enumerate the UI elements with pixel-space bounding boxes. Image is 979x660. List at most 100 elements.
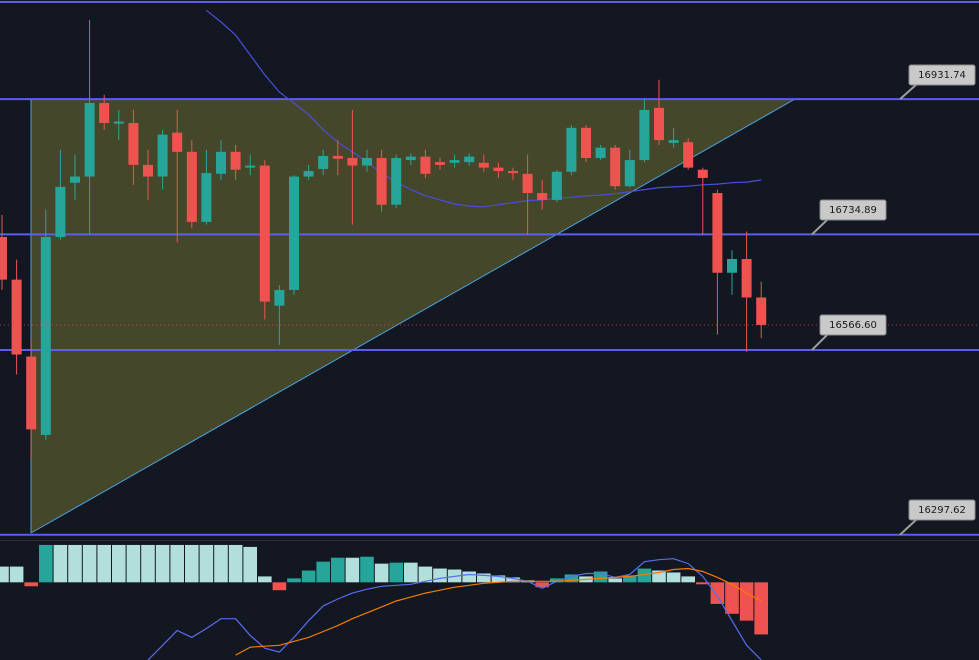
candle-body: [420, 156, 431, 174]
candle-body: [610, 147, 621, 187]
candle-body: [11, 279, 22, 355]
histogram-bar: [39, 544, 53, 583]
histogram-bar: [82, 544, 97, 583]
callout-pointer: [811, 333, 829, 351]
candle-body: [186, 151, 197, 222]
histogram-bar: [126, 544, 141, 583]
histogram-bar: [68, 544, 82, 583]
histogram-bar: [652, 570, 666, 583]
histogram-bar: [141, 544, 155, 583]
candle-body: [537, 193, 548, 200]
histogram-bar: [506, 577, 520, 583]
histogram-bar: [316, 561, 330, 583]
histogram-bar: [491, 575, 506, 583]
candle-body: [639, 109, 650, 161]
candle-body: [435, 162, 445, 165]
callout-pointer: [899, 518, 918, 536]
candle-body: [157, 134, 168, 177]
histogram-bar: [0, 566, 9, 583]
candle-body: [581, 127, 591, 159]
candle-body: [259, 165, 270, 302]
moving-average: [206, 9, 762, 208]
histogram-bar: [637, 568, 652, 583]
candle-body: [26, 356, 37, 430]
histogram-bar: [404, 562, 418, 583]
histogram-bar: [623, 575, 637, 583]
candle-body: [84, 103, 95, 177]
callout-pointer: [811, 218, 829, 236]
histogram-bar: [97, 544, 111, 583]
histogram-bar: [331, 557, 345, 583]
level-label: 16566.60: [829, 320, 877, 331]
histogram-bar: [477, 573, 491, 583]
candle-body: [464, 156, 475, 163]
histogram-bar: [170, 544, 184, 583]
histogram-bar: [389, 562, 403, 583]
candle-body: [318, 155, 329, 170]
candle-body: [727, 259, 737, 273]
candle-body: [128, 122, 139, 165]
histogram-bar: [725, 582, 739, 614]
histogram-bar: [199, 544, 214, 583]
candle-body: [245, 165, 256, 168]
candle-body: [303, 171, 314, 177]
candle-body: [376, 158, 387, 205]
histogram-bar: [681, 576, 695, 583]
callout-box: [819, 199, 887, 221]
candle-body: [201, 173, 212, 222]
histogram-bar: [696, 582, 710, 585]
histogram-bar: [112, 544, 126, 583]
candle-body: [216, 151, 226, 174]
histogram-bar: [666, 572, 681, 583]
candle-body: [654, 107, 664, 141]
candle-body: [683, 142, 694, 168]
candle-body: [230, 151, 241, 170]
histogram-bar: [462, 571, 476, 583]
candle-body: [391, 158, 402, 205]
level-label: 16297.62: [918, 505, 966, 516]
candle-body: [449, 160, 460, 163]
histogram-bar: [228, 544, 243, 583]
candle-body: [756, 297, 767, 325]
level-label: 16931.74: [918, 70, 966, 81]
candle-body: [566, 127, 577, 172]
histogram-bar: [360, 556, 374, 583]
macd-line: [147, 558, 762, 660]
candle-body: [143, 164, 153, 177]
candle-body: [595, 147, 606, 159]
histogram-bar: [374, 563, 389, 583]
candle-body: [99, 103, 110, 123]
candle-body: [274, 289, 285, 306]
candle-body: [697, 169, 708, 178]
candle-body: [712, 193, 723, 273]
candle-body: [0, 237, 7, 280]
candle-body: [624, 160, 635, 187]
candle-body: [362, 158, 372, 166]
histogram-bar: [550, 578, 564, 583]
candle-body: [522, 173, 533, 194]
histogram-bar: [608, 578, 622, 583]
histogram-bar: [185, 544, 199, 583]
triangle-edge: [30, 98, 796, 534]
candle-body: [347, 158, 358, 166]
level-label: 16734.89: [829, 205, 877, 216]
histogram-bar: [9, 566, 24, 583]
histogram-bar: [53, 544, 68, 583]
histogram-bar: [243, 546, 257, 583]
candle-body: [289, 176, 299, 290]
histogram-bar: [24, 582, 38, 587]
histogram-bar: [214, 544, 228, 583]
candle-body: [332, 155, 343, 159]
histogram-bar: [155, 544, 170, 583]
candle-body: [493, 167, 504, 172]
candle-body: [55, 186, 66, 238]
histogram-bar: [754, 582, 768, 635]
histogram-bar: [564, 574, 579, 583]
histogram-bar: [301, 570, 316, 583]
histogram-bar: [272, 582, 287, 591]
histogram-bar: [710, 582, 725, 604]
candle-body: [741, 259, 752, 298]
histogram-bar: [593, 571, 608, 583]
